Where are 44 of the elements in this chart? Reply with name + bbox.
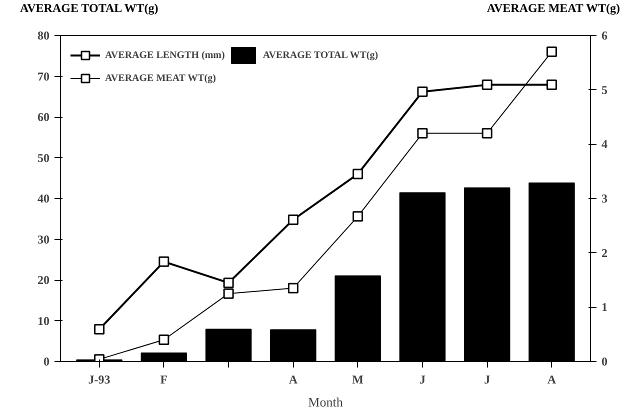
x-tick-label: J (419, 372, 426, 386)
point (223, 288, 234, 299)
point (482, 80, 492, 90)
x-tick-label: F (160, 372, 168, 386)
y2-tick-label: 2 (602, 246, 608, 260)
y2-tick-label: 6 (602, 28, 608, 42)
y-tick-label: 80 (38, 28, 50, 42)
y-tick-label: 50 (38, 150, 50, 165)
x-tick-label: M (352, 372, 364, 386)
legend-label: AVERAGE LENGTH (mm) (105, 50, 225, 60)
point (417, 128, 428, 139)
y-tick-label: 40 (38, 192, 50, 206)
y-tick-label: 70 (38, 69, 50, 84)
x-axis-title: Month (308, 394, 344, 410)
point (546, 80, 557, 90)
point (288, 282, 298, 294)
point (158, 256, 170, 267)
point (482, 128, 492, 139)
y2-tick-label: 4 (602, 137, 608, 152)
x-tick-label: A (547, 372, 556, 386)
x-tick-label: A (288, 372, 298, 386)
y-tick-label: 20 (38, 273, 50, 287)
y2-tick-label: 1 (602, 300, 608, 314)
point (94, 324, 105, 335)
point (352, 168, 364, 180)
point (352, 211, 364, 222)
y-tick-label: 0 (44, 354, 50, 368)
y-tick-label: 30 (38, 232, 50, 246)
y-tick-label: 60 (38, 110, 50, 124)
y2-tick-label: 5 (602, 82, 608, 97)
legend-label: AVERAGE TOTAL WT(g) (262, 50, 378, 60)
y-tick-label: 10 (38, 314, 50, 328)
x-tick-label: J (484, 372, 490, 386)
point (417, 86, 428, 97)
legend-label: AVERAGE MEAT WT(g) (105, 72, 216, 84)
point (288, 214, 298, 225)
y2-tick-label: 0 (602, 354, 608, 368)
point (158, 334, 170, 346)
y-axis-title: AVERAGE TOTAL WT(g) (20, 0, 158, 17)
point (223, 278, 234, 288)
y2-axis-title: AVERAGE MEAT WT(g) (486, 0, 620, 17)
y2-tick-label: 3 (602, 192, 608, 206)
x-tick-label: J-93 (88, 372, 110, 386)
point (546, 46, 557, 58)
